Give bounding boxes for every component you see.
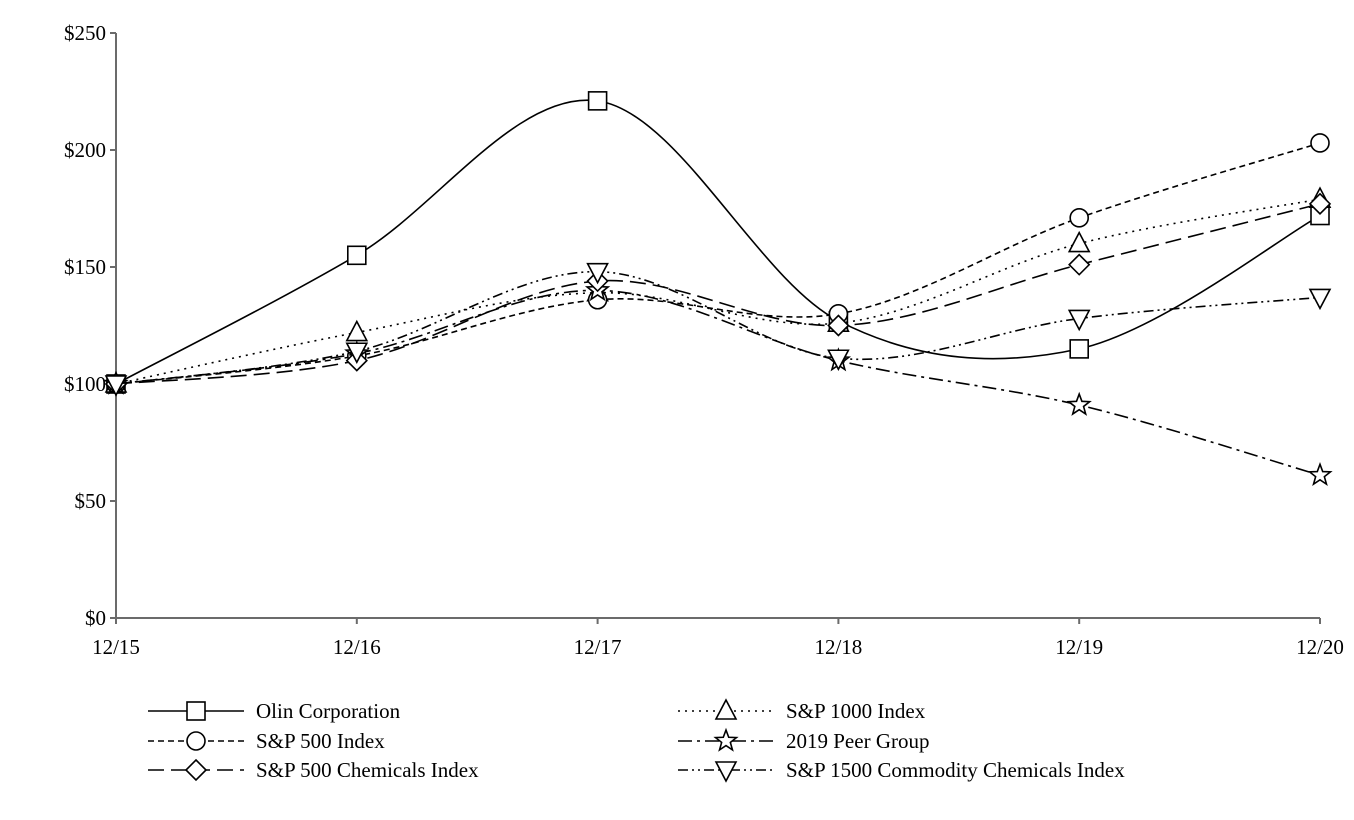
data-point-2019-peer-group <box>1066 391 1092 416</box>
y-tick-label: $0 <box>85 606 106 630</box>
x-tick-label: 12/19 <box>1055 635 1103 659</box>
y-tick-label: $50 <box>75 489 107 513</box>
legend-item-sandp-500-chemicals-index: S&P 500 Chemicals Index <box>148 758 479 782</box>
y-tick-label: $100 <box>64 372 106 396</box>
series-sandp-1000-index <box>104 186 1332 393</box>
legend: Olin Corporation S&P 1000 Index S&P 500 In… <box>148 698 1125 783</box>
y-tick-label: $250 <box>64 21 106 45</box>
legend-item-2019-peer-group: 2019 Peer Group <box>678 727 929 753</box>
x-tick-label: 12/20 <box>1296 635 1344 659</box>
data-point-sandp-1500-commodity-chemicals-index <box>827 349 850 371</box>
data-point-2019-peer-group <box>1307 461 1333 487</box>
data-point-sandp-500-chemicals-index <box>1308 192 1332 215</box>
legend-label: S&P 1500 Commodity Chemicals Index <box>786 758 1125 782</box>
data-point-olin-corporation <box>346 245 367 266</box>
data-point-sandp-500-chemicals-index <box>827 314 850 337</box>
legend-item-sandp-1000-index: S&P 1000 Index <box>678 698 926 723</box>
series-line-sandp-500-index <box>115 142 1321 385</box>
legend-swatch-marker <box>186 731 206 751</box>
series-line-2019-peer-group <box>115 289 1321 477</box>
series-line-olin-corporation <box>115 99 1321 385</box>
y-tick-label: $150 <box>64 255 106 279</box>
x-tick-label: 12/16 <box>333 635 381 659</box>
data-point-sandp-500-index <box>1069 208 1089 228</box>
series-line-sandp-1500-commodity-chemicals-index <box>115 270 1321 385</box>
legend-swatch-marker <box>714 761 738 783</box>
legend-swatch-marker <box>186 701 206 721</box>
data-point-sandp-1500-commodity-chemicals-index <box>586 262 609 285</box>
legend-label: 2019 Peer Group <box>786 729 929 753</box>
data-point-olin-corporation <box>1069 339 1089 359</box>
legend-swatch-marker <box>713 727 739 752</box>
data-point-sandp-500-chemicals-index <box>1068 253 1091 276</box>
x-tick-label: 12/18 <box>814 635 862 659</box>
legend-label: S&P 500 Chemicals Index <box>256 758 479 782</box>
plot-area <box>103 91 1333 487</box>
data-point-sandp-1500-commodity-chemicals-index <box>1308 288 1332 311</box>
legend-swatch-marker <box>714 698 738 720</box>
legend-item-sandp-1500-commodity-chemicals-index: S&P 1500 Commodity Chemicals Index <box>678 758 1125 783</box>
legend-label: S&P 500 Index <box>256 729 385 753</box>
y-axis: $0 $50 $100 $150 $200 $250 <box>64 21 117 630</box>
data-point-sandp-1500-commodity-chemicals-index <box>1067 309 1091 332</box>
series-sandp-1500-commodity-chemicals-index <box>104 262 1332 397</box>
legend-label: S&P 1000 Index <box>786 699 926 723</box>
y-tick-label: $200 <box>64 138 106 162</box>
series-sandp-500-index <box>106 133 1330 394</box>
data-point-sandp-1000-index <box>1067 230 1091 253</box>
series-olin-corporation <box>106 91 1330 394</box>
x-tick-label: 12/15 <box>92 635 140 659</box>
legend-label: Olin Corporation <box>256 699 401 723</box>
data-point-sandp-500-index <box>1310 133 1330 153</box>
legend-item-sandp-500-index: S&P 500 Index <box>148 729 385 753</box>
series-line-sandp-1000-index <box>115 198 1321 385</box>
data-point-sandp-1500-commodity-chemicals-index <box>104 375 128 397</box>
legend-item-olin-corporation: Olin Corporation <box>148 699 401 723</box>
legend-swatch-marker <box>184 758 208 782</box>
data-point-olin-corporation <box>587 91 608 111</box>
data-point-sandp-1500-commodity-chemicals-index <box>345 342 369 364</box>
x-tick-label: 12/17 <box>574 635 622 659</box>
x-axis: 12/15 12/16 12/17 12/18 12/19 12/20 <box>92 617 1344 659</box>
series-line-sandp-500-chemicals-index <box>115 203 1321 385</box>
series-2019-peer-group <box>103 277 1333 487</box>
